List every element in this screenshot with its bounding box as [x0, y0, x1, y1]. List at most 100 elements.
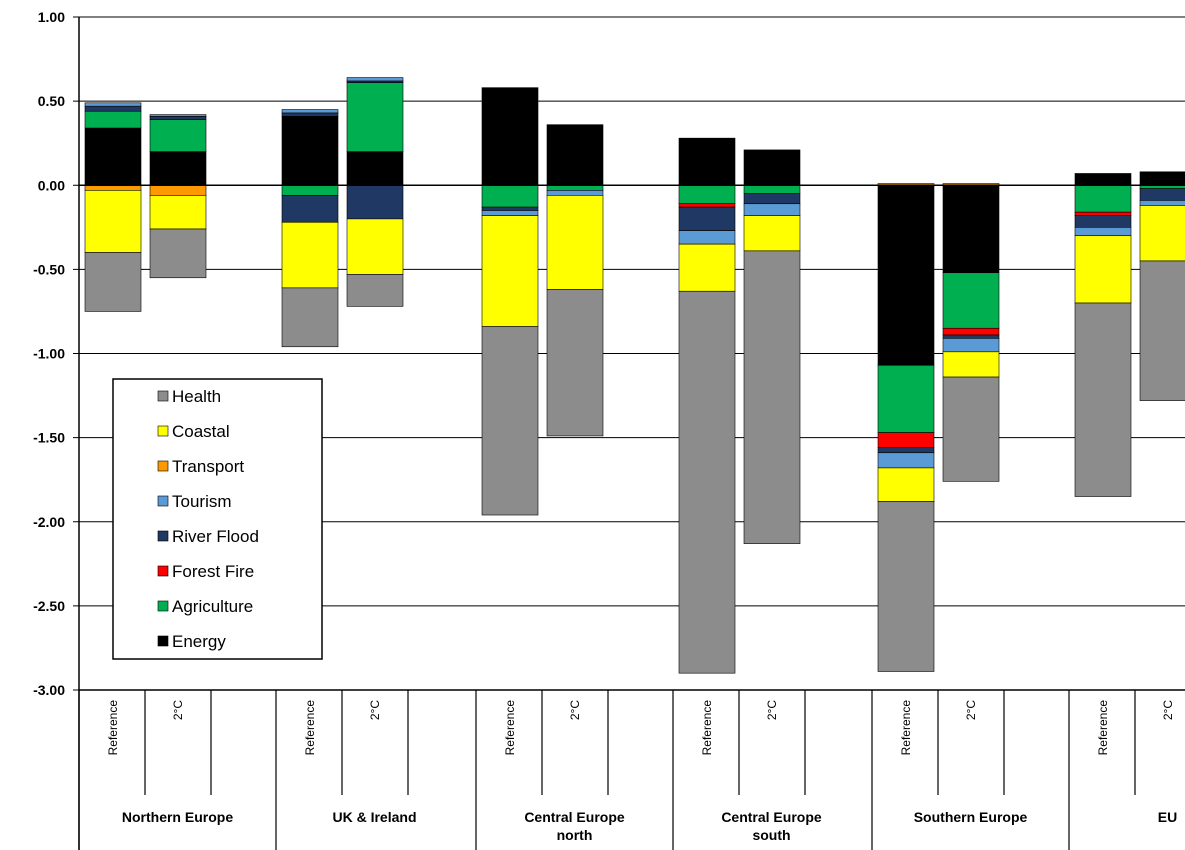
bar-segment-agriculture: [481, 184, 539, 208]
x-scenario-label: Reference: [503, 700, 517, 756]
bar-segment-agriculture: [1074, 184, 1132, 213]
bar-segment-agriculture: [877, 364, 935, 433]
bar-segment-energy: [149, 151, 207, 186]
y-tick-label: -1.00: [33, 346, 65, 362]
bar-segment-agriculture: [546, 184, 604, 191]
bar-segment-forest-fire: [678, 203, 736, 208]
bar-segment-coastal: [877, 467, 935, 502]
bar-segment-river-flood: [678, 206, 736, 231]
bar-segment-health: [743, 250, 801, 544]
bar-segment-river-flood: [942, 334, 1000, 339]
bar-segment-tourism: [546, 189, 604, 196]
bar-segment-agriculture: [743, 184, 801, 194]
bar-segment-river-flood: [481, 206, 539, 211]
legend-label: Transport: [172, 457, 244, 476]
bar-segment-health: [1074, 302, 1132, 497]
x-scenario-label: Reference: [899, 700, 913, 756]
bar-segment-tourism: [877, 452, 935, 469]
legend-label: River Flood: [172, 527, 259, 546]
x-scenario-label: Reference: [106, 700, 120, 756]
bar-segment-agriculture: [84, 110, 142, 129]
y-tick-label: -0.50: [33, 261, 65, 277]
bar-segment-coastal: [1074, 235, 1132, 304]
bar-segment-energy: [281, 115, 339, 186]
x-group-label: EU: [1158, 809, 1177, 825]
bar-segment-transport: [84, 184, 142, 191]
bar-segment-tourism: [84, 102, 142, 107]
bar-segment-river-flood: [84, 105, 142, 112]
x-group-label: UK & Ireland: [332, 809, 416, 825]
legend-swatch: [157, 635, 169, 647]
bar-segment-tourism: [678, 230, 736, 245]
bar-segment-transport: [149, 184, 207, 196]
legend: Health Coastal Transport Tourism River Flood…: [112, 378, 323, 660]
bar-segment-health: [546, 289, 604, 437]
bar-segment-health: [942, 376, 1000, 482]
y-tick-label: -2.00: [33, 514, 65, 530]
legend-swatch: [157, 425, 169, 437]
bar-segment-health: [481, 326, 539, 516]
bar-segment-river-flood: [346, 184, 404, 220]
x-scenario-label: Reference: [700, 700, 714, 756]
bars: [84, 77, 1185, 674]
bar-segment-coastal: [743, 215, 801, 252]
bar-segment-health: [1139, 260, 1185, 401]
legend-swatch: [157, 495, 169, 507]
x-scenario-label: Reference: [303, 700, 317, 756]
bar-segment-coastal: [84, 189, 142, 253]
bar-segment-river-flood: [1139, 188, 1185, 201]
bar-segment-river-flood: [149, 115, 207, 120]
legend-label: Coastal: [172, 422, 230, 441]
bar-segment-health: [149, 228, 207, 279]
bar-segment-coastal: [346, 218, 404, 275]
bar-segment-health: [84, 252, 142, 312]
bar-segment-forest-fire: [1074, 211, 1132, 216]
legend-label: Energy: [172, 632, 226, 651]
bar-segment-forest-fire: [942, 327, 1000, 336]
x-scenario-label: 2°C: [964, 700, 978, 720]
bar-segment-tourism: [281, 109, 339, 114]
x-group-label: Northern Europe: [122, 809, 233, 825]
bar-segment-coastal: [149, 195, 207, 230]
bar-segment-coastal: [481, 215, 539, 327]
bar-segment-river-flood: [877, 447, 935, 454]
legend-label: Agriculture: [172, 597, 253, 616]
x-group-label: Central Europe south: [721, 809, 822, 843]
bar-segment-tourism: [1074, 227, 1132, 237]
bar-segment-energy: [346, 151, 404, 186]
x-scenario-label: 2°C: [368, 700, 382, 720]
y-tick-label: -1.50: [33, 430, 65, 446]
legend-swatch: [157, 390, 169, 402]
y-tick-label: 0.00: [38, 177, 65, 193]
bar-segment-agriculture: [281, 184, 339, 196]
y-tick-label: -3.00: [33, 682, 65, 698]
x-scenario-label: 2°C: [171, 700, 185, 720]
x-axis: Reference 2°C Northern Europe Reference 2°C U…: [78, 689, 1185, 850]
x-scenario-label: 2°C: [765, 700, 779, 720]
legend-label: Tourism: [172, 492, 232, 511]
bar-segment-agriculture: [942, 272, 1000, 329]
x-group-label: Central Europe north: [524, 809, 625, 843]
bar-segment-health: [678, 290, 736, 674]
bar-segment-energy: [1074, 173, 1132, 186]
bar-segment-coastal: [678, 243, 736, 292]
legend-box: [112, 378, 323, 660]
legend-label: Health: [172, 387, 221, 406]
bar-segment-tourism: [481, 210, 539, 216]
bar-segment-tourism: [743, 203, 801, 216]
bar-segment-health: [281, 287, 339, 348]
bar-segment-coastal: [546, 195, 604, 290]
bar-segment-agriculture: [678, 184, 736, 205]
bar-segment-river-flood: [743, 193, 801, 205]
bar-segment-coastal: [281, 221, 339, 289]
bar-segment-energy: [678, 137, 736, 186]
bar-segment-health: [877, 501, 935, 672]
legend-label: Forest Fire: [172, 562, 254, 581]
x-scenario-label: 2°C: [568, 700, 582, 720]
bar-segment-tourism: [942, 338, 1000, 353]
legend-swatch: [157, 460, 169, 472]
bar-segment-agriculture: [149, 119, 207, 152]
bar-segment-energy: [942, 184, 1000, 274]
bar-segment-river-flood: [281, 112, 339, 117]
